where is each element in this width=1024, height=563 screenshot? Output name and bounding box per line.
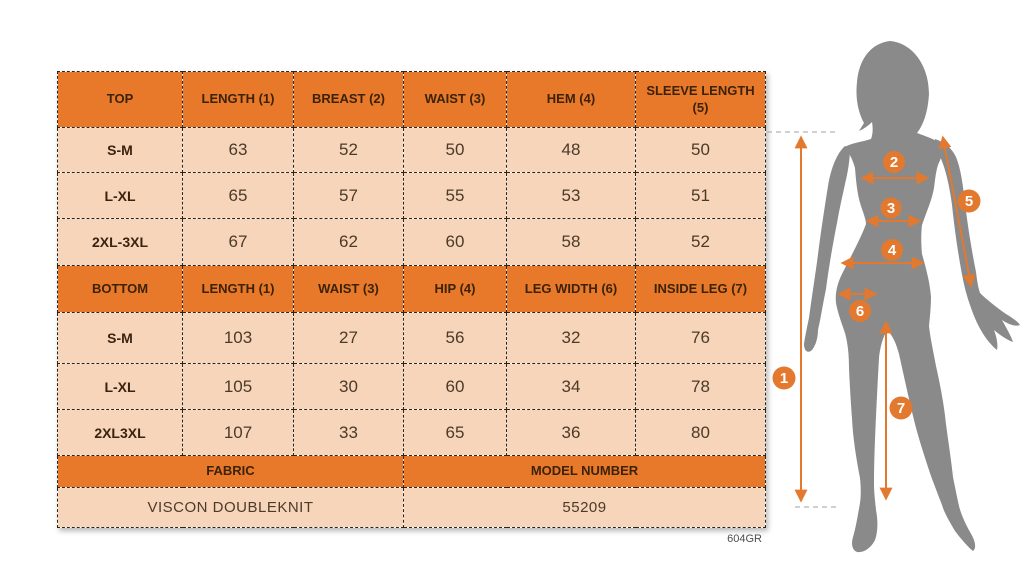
marker-5-badge: 5 [957, 189, 981, 213]
size-label: S-M [57, 312, 183, 364]
marker-4-badge: 4 [881, 239, 903, 261]
fabric-value: VISCON DOUBLEKNIT [57, 487, 404, 528]
value-cell: 103 [182, 312, 294, 364]
col-header-top: TOP [57, 71, 183, 128]
model-number-value: 55209 [403, 487, 766, 528]
value-cell: 27 [293, 312, 404, 364]
value-cell: 60 [403, 363, 507, 410]
top-section-header-row: TOP LENGTH (1) BREAST (2) WAIST (3) HEM … [57, 71, 766, 128]
value-cell: 62 [293, 218, 404, 266]
col-header-waist: WAIST (3) [293, 265, 404, 313]
value-cell: 36 [506, 409, 636, 456]
value-cell: 53 [506, 172, 636, 219]
value-cell: 65 [182, 172, 294, 219]
value-cell: 105 [182, 363, 294, 410]
marker-7-badge: 7 [889, 396, 913, 420]
value-cell: 56 [403, 312, 507, 364]
marker-2-label: 2 [890, 154, 898, 171]
col-header-leg-width: LEG WIDTH (6) [506, 265, 636, 313]
female-silhouette [835, 41, 976, 553]
value-cell: 76 [635, 312, 766, 364]
col-header-breast: BREAST (2) [293, 71, 404, 128]
marker-1-label: 1 [780, 370, 788, 387]
marker-7-label: 7 [897, 400, 905, 417]
col-header-hem: HEM (4) [506, 71, 636, 128]
value-cell: 60 [403, 218, 507, 266]
value-cell: 55 [403, 172, 507, 219]
marker-3-badge: 3 [880, 197, 902, 219]
size-label: 2XL3XL [57, 409, 183, 456]
body-measurement-diagram: 1 2 3 4 5 6 7 [767, 41, 1020, 553]
col-header-length: LENGTH (1) [182, 265, 294, 313]
table-row: L-XL 65 57 55 53 51 [57, 172, 766, 219]
value-cell: 32 [506, 312, 636, 364]
col-header-inside-leg: INSIDE LEG (7) [635, 265, 766, 313]
value-cell: 58 [506, 218, 636, 266]
size-label: L-XL [57, 172, 183, 219]
value-cell: 50 [403, 127, 507, 173]
size-label: L-XL [57, 363, 183, 410]
col-header-length: LENGTH (1) [182, 71, 294, 128]
value-cell: 67 [182, 218, 294, 266]
female-silhouette-left-arm [804, 146, 850, 352]
footer-value-row: VISCON DOUBLEKNIT 55209 [57, 487, 766, 528]
col-header-bottom: BOTTOM [57, 265, 183, 313]
marker-6-label: 6 [856, 303, 864, 320]
footer-header-row: FABRIC MODEL NUMBER [57, 455, 766, 488]
value-cell: 33 [293, 409, 404, 456]
marker-6-badge: 6 [849, 300, 871, 322]
product-code: 604GR [727, 533, 762, 545]
sleeve-length-arrow [938, 135, 976, 288]
marker-3-label: 3 [887, 200, 895, 217]
value-cell: 48 [506, 127, 636, 173]
value-cell: 65 [403, 409, 507, 456]
value-cell: 30 [293, 363, 404, 410]
size-label: S-M [57, 127, 183, 173]
fabric-label: FABRIC [57, 455, 404, 488]
col-header-hip: HIP (4) [403, 265, 507, 313]
value-cell: 52 [293, 127, 404, 173]
value-cell: 63 [182, 127, 294, 173]
value-cell: 78 [635, 363, 766, 410]
marker-4-label: 4 [888, 242, 897, 259]
bottom-section-header-row: BOTTOM LENGTH (1) WAIST (3) HIP (4) LEG … [57, 265, 766, 313]
col-header-sleeve-length: SLEEVE LENGTH (5) [635, 71, 766, 128]
size-chart-table: TOP LENGTH (1) BREAST (2) WAIST (3) HEM … [57, 71, 766, 528]
value-cell: 34 [506, 363, 636, 410]
table-row: 2XL3XL 107 33 65 36 80 [57, 409, 766, 456]
marker-2-badge: 2 [883, 151, 905, 173]
table-row: 2XL-3XL 67 62 60 58 52 [57, 218, 766, 266]
value-cell: 50 [635, 127, 766, 173]
marker-5-label: 5 [965, 193, 973, 210]
model-number-label: MODEL NUMBER [403, 455, 766, 488]
value-cell: 80 [635, 409, 766, 456]
col-header-waist: WAIST (3) [403, 71, 507, 128]
value-cell: 107 [182, 409, 294, 456]
size-label: 2XL-3XL [57, 218, 183, 266]
table-row: L-XL 105 30 60 34 78 [57, 363, 766, 410]
value-cell: 57 [293, 172, 404, 219]
table-row: S-M 103 27 56 32 76 [57, 312, 766, 364]
value-cell: 52 [635, 218, 766, 266]
table-row: S-M 63 52 50 48 50 [57, 127, 766, 173]
marker-1-badge: 1 [772, 366, 796, 390]
value-cell: 51 [635, 172, 766, 219]
female-silhouette-right-arm [935, 139, 1020, 350]
